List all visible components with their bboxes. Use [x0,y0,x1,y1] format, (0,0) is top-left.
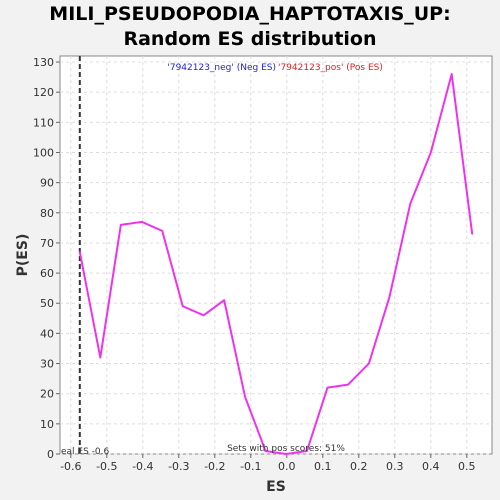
y-tick-label: 20 [40,388,54,401]
es-data-point [99,356,102,359]
pos-scores-annotation: Sets with pos scores: 51% [227,444,345,454]
es-data-point [306,450,308,452]
es-data-point [223,299,225,302]
x-tick-label: 0.4 [422,460,440,473]
vline-label: eal ES -0.6 [61,447,110,457]
chart-title-line-1: MILI_PSEUDOPODIA_HAPTOTAXIS_UP: [49,3,451,25]
grid [60,56,492,455]
x-tick-label: 0.3 [386,460,404,473]
es-data-point [202,314,205,317]
es-data-point [368,362,370,365]
series-layer [78,56,474,455]
x-tick-label: -0.3 [168,460,189,473]
es-data-point [161,230,164,232]
es-data-point [140,221,143,223]
y-tick-label: 60 [40,267,54,280]
es-data-point [326,386,329,389]
legend-neg-label: '7942123_neg' (Neg ES) [167,63,276,73]
es-data-point [79,251,81,253]
es-data-point [120,224,122,226]
x-tick-label: -0.2 [204,460,225,473]
es-data-point [430,151,432,154]
es-data-point [471,233,474,235]
y-tick-label: 10 [40,418,54,431]
plot-background [59,55,493,455]
y-tick-label: 100 [33,146,54,159]
axes: -0.6 -0.5 -0.4 -0.3 -0.2 -0.1 0.0 0.1 0.2 0.3 0.4 0… [33,56,476,473]
y-tick-label: 70 [40,237,54,250]
x-axis-title: ES [266,479,286,495]
es-data-point [181,305,184,308]
legend-pos-label: '7942123_pos' (Pos ES) [278,63,383,73]
y-tick-label: 120 [33,86,54,99]
x-tick-label: -0.4 [132,460,153,473]
x-tick-label: 0.0 [278,460,296,473]
es-data-point [409,202,412,205]
chart-title: MILI_PSEUDOPODIA_HAPTOTAXIS_UP: Random E… [0,2,500,52]
es-data-point [388,296,391,299]
x-tick-label: -0.5 [96,460,117,473]
x-tick-label: -0.1 [240,460,261,473]
x-tick-label: 0.1 [314,460,332,473]
es-data-point [244,395,246,398]
y-tick-label: 0 [47,448,54,461]
y-tick-label: 30 [40,358,54,371]
y-tick-label: 50 [40,297,54,310]
y-tick-label: 40 [40,327,54,340]
y-tick-label: 130 [33,56,54,69]
y-tick-label: 110 [33,116,54,129]
chart-title-line-2: Random ES distribution [123,28,377,50]
es-data-point [450,73,453,75]
es-data-point [285,453,287,455]
es-data-point [264,450,267,452]
x-tick-label: 0.2 [350,460,368,473]
y-axis-title: P(ES) [15,234,31,277]
es-distribution-line [78,73,474,455]
y-tick-label: 80 [40,207,54,220]
x-tick-label: 0.5 [458,460,476,473]
x-tick-label: -0.6 [60,460,81,473]
y-tick-label: 90 [40,177,54,190]
es-data-point [347,383,349,386]
